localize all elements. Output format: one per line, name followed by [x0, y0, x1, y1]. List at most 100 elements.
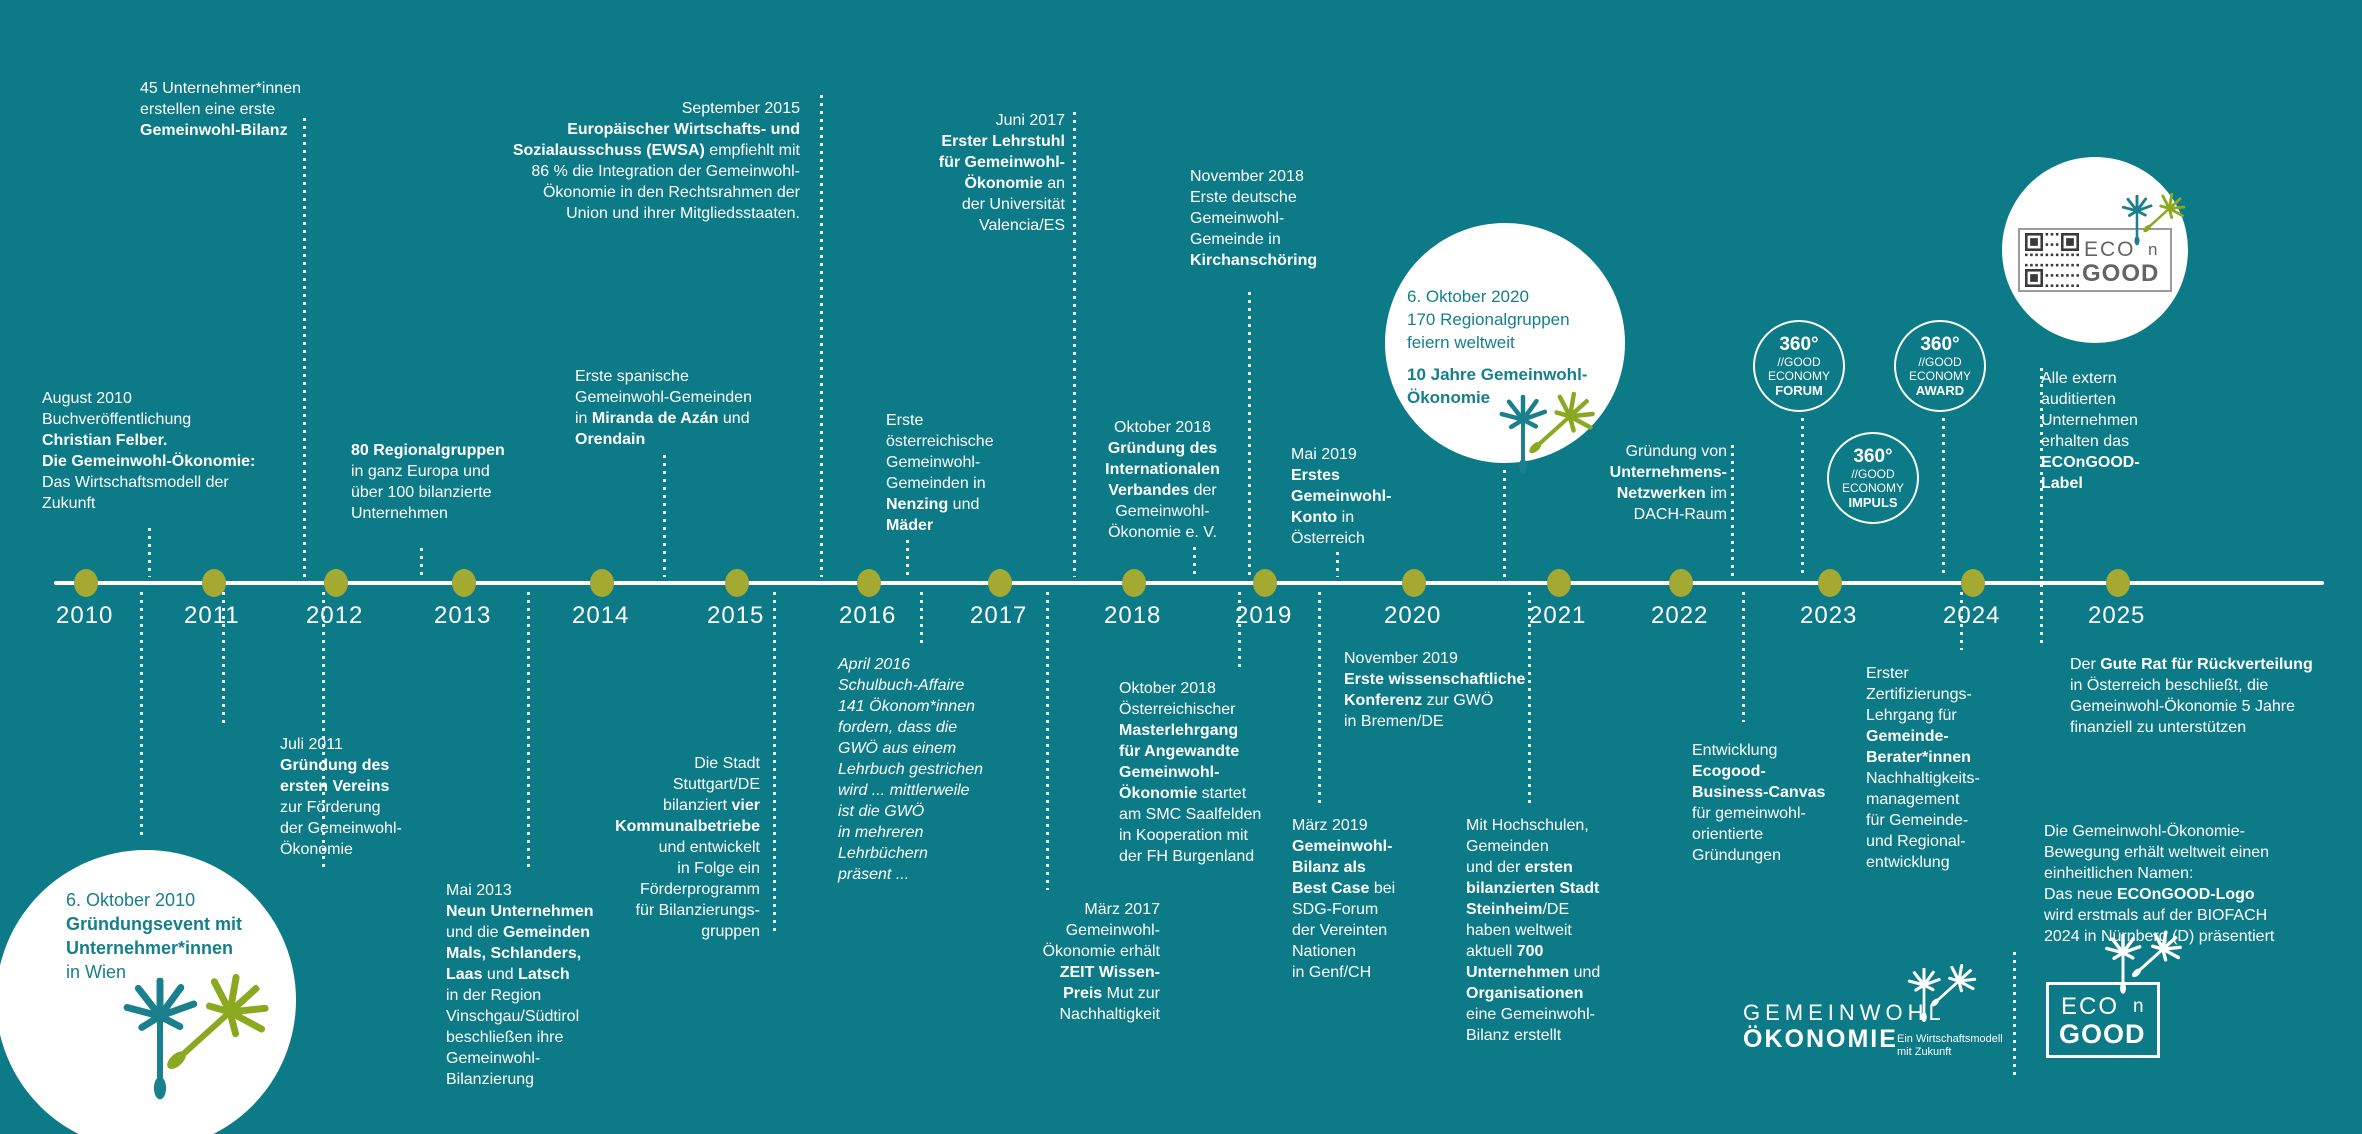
- event-konferenz-2019: November 2019 Erste wissenschaftliche Konf…: [1344, 650, 1526, 730]
- event-ewsa-2015: September 2015 Europäischer Wirtschafts- …: [512, 100, 800, 222]
- year-label-2012: 2012: [306, 602, 364, 629]
- dotted-connector: [920, 592, 923, 648]
- qr-code: [2025, 233, 2079, 287]
- dotted-connector: [1801, 418, 1804, 577]
- dotted-connector: [1742, 592, 1745, 722]
- dotted-connector: [773, 592, 776, 935]
- timeline-dot-2010: [74, 569, 98, 597]
- dotted-connector: [663, 455, 666, 577]
- timeline-dot-2014: [590, 569, 614, 597]
- event-schulbuch-2016: April 2016 Schulbuch-Affaire 141 Ökonom*in…: [838, 656, 983, 883]
- timeline-dot-2024: [1961, 569, 1985, 597]
- year-label-2024: 2024: [1943, 602, 2001, 629]
- badge-360-good-economy-forum: 360° //GOOD ECONOMY FORUM: [1753, 320, 1845, 412]
- econgood-logo-n-text: n: [2133, 996, 2144, 1017]
- event-buch-2010: August 2010 Buchveröffentlichung Christian…: [42, 390, 256, 512]
- dotted-connector: [1503, 470, 1506, 577]
- timeline-dot-2022: [1669, 569, 1693, 597]
- dotted-connector: [906, 540, 909, 577]
- year-label-2025: 2025: [2088, 602, 2146, 629]
- badge-360-good-economy-award: 360° //GOOD ECONOMY AWARD: [1894, 320, 1986, 412]
- milestone-circle-2020: 6. Oktober 2020 170 Regionalgruppen feie…: [1385, 223, 1625, 463]
- timeline-dot-2017: [988, 569, 1012, 597]
- year-label-2021: 2021: [1529, 602, 1587, 629]
- badge-360-good-economy-impuls: 360° //GOOD ECONOMY IMPULS: [1827, 432, 1919, 524]
- year-label-2014: 2014: [572, 602, 630, 629]
- timeline-dot-2016: [857, 569, 881, 597]
- econgood-label-circle: ECO n GOOD: [2002, 157, 2188, 343]
- year-label-2018: 2018: [1104, 602, 1162, 629]
- event-oesterr-gemeinden: Erste österreichische Gemeinwohl- Gemeinden…: [886, 412, 994, 534]
- year-label-2022: 2022: [1651, 602, 1709, 629]
- event-masterlehrgang-2018: Oktober 2018 Österreichischer Masterlehrga…: [1119, 680, 1262, 865]
- event-kirchanschoering-2018: November 2018 Erste deutsche Gemeinwohl- Ge…: [1190, 168, 1318, 269]
- dotted-connector: [1073, 112, 1076, 577]
- event-konto-2019: Mai 2019 Erstes Gemeinwohl- Konto in Österre…: [1291, 446, 1392, 547]
- year-label-2020: 2020: [1384, 602, 1442, 629]
- event-spanische-gemeinden: Erste spanische Gemeinwohl-Gemeinden in Mi…: [575, 368, 752, 448]
- timeline-dot-2015: [725, 569, 749, 597]
- dotted-connector: [1942, 418, 1945, 577]
- event-regionalgruppen-2012: 80 Regionalgruppen in ganz Europa und über…: [351, 442, 505, 522]
- econgood-logo-good-text: GOOD: [2059, 1019, 2146, 1049]
- econgood-logo-eco-text: ECO: [2061, 993, 2120, 1020]
- econgood-logo-good-text: GOOD: [2082, 260, 2160, 287]
- econgood-logo-eco-text: ECO: [2084, 238, 2136, 261]
- dotted-connector: [222, 592, 225, 728]
- timeline-dot-2023: [1818, 569, 1842, 597]
- gemeinwohl-oekonomie-logo: GEMEINWOHL ÖKONOMIE: [1743, 1000, 1946, 1053]
- dotted-connector: [1046, 592, 1049, 890]
- dotted-connector: [1528, 592, 1531, 805]
- year-label-2019: 2019: [1235, 602, 1293, 629]
- milestone-circle-2010: 6. Oktober 2010 Gründungsevent mit Unter…: [0, 850, 296, 1134]
- event-canvas-entwicklung: Entwicklung Ecogood- Business-Canvas für ge…: [1692, 742, 1826, 864]
- dotted-connector: [1318, 592, 1321, 805]
- dotted-connector: [1960, 592, 1963, 650]
- year-label-2017: 2017: [970, 602, 1028, 629]
- econgood-label-logo: ECO n GOOD: [2018, 228, 2172, 292]
- timeline-dot-2020: [1402, 569, 1426, 597]
- dotted-connector: [2040, 368, 2043, 648]
- gwoe-logo-tagline: Ein Wirtschaftsmodell mit Zukunft: [1897, 1033, 2003, 1058]
- event-lehrstuhl-2017: Juni 2017 Erster Lehrstuhl für Gemeinwohl-…: [938, 112, 1065, 234]
- event-zertifizierung: Erster Zertifizierungs- Lehrgang für Gemein…: [1866, 665, 1980, 871]
- event-verein-2011: Juli 2011 Gründung des ersten Vereins zur F…: [280, 736, 402, 858]
- dotted-connector: [1336, 552, 1339, 577]
- year-label-2015: 2015: [707, 602, 765, 629]
- timeline-dot-2021: [1547, 569, 1571, 597]
- econgood-logo-n-text: n: [2148, 240, 2158, 259]
- event-guter-rat: Der Gute Rat für Rückverteilung in Österr…: [2070, 656, 2313, 736]
- year-label-2016: 2016: [839, 602, 897, 629]
- dotted-connector: [820, 95, 823, 577]
- circle-2010-text: 6. Oktober 2010 Gründungsevent mit Unter…: [66, 890, 243, 982]
- dotted-connector: [1248, 292, 1251, 577]
- dotted-connector: [1238, 592, 1241, 672]
- dotted-connector: [148, 528, 151, 577]
- event-econgood-label-info: Alle extern auditierten Unternehmen erhalte…: [2041, 370, 2140, 492]
- year-label-2011: 2011: [184, 602, 240, 629]
- event-sdg-2019: März 2019 Gemeinwohl- Bilanz als Best Case …: [1292, 817, 1396, 981]
- event-zeit-preis-2017: März 2017 Gemeinwohl- Ökonomie erhält ZEIT …: [1042, 901, 1160, 1023]
- year-label-2010: 2010: [56, 602, 114, 629]
- circle-2020-text: 6. Oktober 2020 170 Regionalgruppen feie…: [1407, 287, 1588, 407]
- timeline-dot-2018: [1122, 569, 1146, 597]
- timeline-dot-2013: [452, 569, 476, 597]
- dotted-connector: [1193, 547, 1196, 577]
- dotted-connector: [322, 592, 325, 868]
- dotted-connector: [303, 118, 306, 577]
- year-label-2023: 2023: [1800, 602, 1858, 629]
- event-steinheim-700: Mit Hochschulen, Gemeinden und der ersten b…: [1466, 817, 1601, 1044]
- dotted-connector: [140, 592, 143, 838]
- event-vinschgau-2013: Mai 2013 Neun Unternehmen und die Gemeinde…: [446, 882, 594, 1088]
- event-verband-2018: Oktober 2018 Gründung des Internationalen V…: [1105, 419, 1220, 541]
- year-label-2013: 2013: [434, 602, 492, 629]
- dotted-connector: [2013, 952, 2016, 1078]
- gwoe-logo-line2: ÖKONOMIE: [1743, 1025, 1898, 1053]
- econgood-logo: ECO n GOOD: [2046, 982, 2160, 1058]
- event-biofach-2024: Die Gemeinwohl-Ökonomie- Bewegung erhält …: [2044, 823, 2275, 945]
- dotted-connector: [420, 548, 423, 577]
- timeline-dot-2019: [1253, 569, 1277, 597]
- timeline-dot-2025: [2106, 569, 2130, 597]
- event-bilanz-2011: 45 Unternehmer*innen erstellen eine erste…: [140, 80, 301, 139]
